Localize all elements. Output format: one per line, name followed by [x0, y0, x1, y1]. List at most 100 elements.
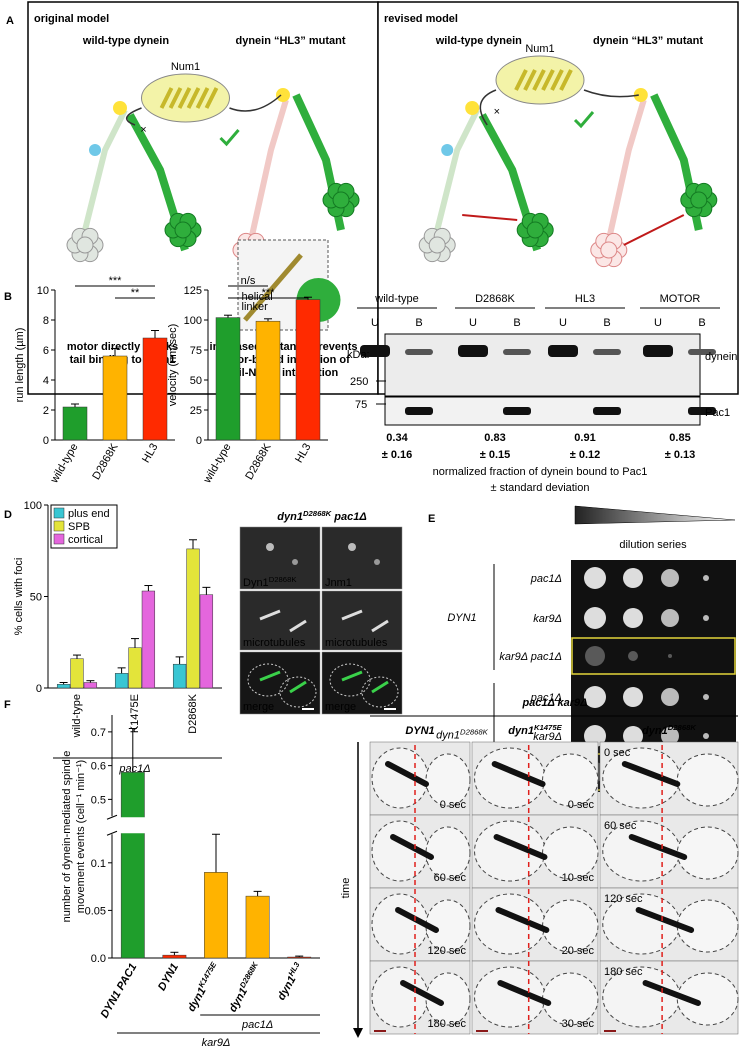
x-tick-label: D2868K	[187, 693, 199, 733]
x-tick-label: wild-type	[71, 694, 83, 738]
x-tick-label: wild-type	[201, 442, 234, 486]
strain-label: DYN1	[447, 612, 476, 624]
legend-label: cortical	[68, 534, 103, 546]
channel-label: Dyn1D2868K	[243, 575, 297, 590]
focus	[266, 543, 274, 551]
microtubule	[371, 680, 389, 694]
x-tick-label: dyn1D2868K	[225, 959, 265, 1014]
spindle	[642, 980, 701, 1006]
microtubule	[289, 619, 307, 633]
microtubule	[341, 609, 363, 621]
x-tick-label: HL3	[140, 442, 160, 465]
panel-label: A	[6, 15, 14, 27]
blocked-mark: ×	[140, 124, 146, 136]
marker-label: 75	[355, 399, 367, 411]
standard-deviation: ± 0.15	[480, 449, 511, 461]
standard-deviation: ± 0.12	[570, 449, 601, 461]
text-part: dyn1	[508, 725, 534, 737]
motor-domain	[428, 236, 446, 254]
text-part: dyn1	[227, 986, 250, 1014]
genotype-label: kar9Δ pac1Δ	[499, 651, 562, 663]
gel-upper	[384, 333, 701, 397]
num1-helix	[514, 69, 528, 91]
colony-spot	[661, 609, 679, 627]
text-part: dyn1	[642, 725, 668, 737]
lane-label: D2868K	[475, 293, 515, 305]
text-part: DYN1	[447, 612, 476, 624]
y-tick-label: 0	[196, 435, 202, 447]
num1-helix	[159, 87, 174, 109]
focus	[374, 559, 380, 565]
spindle	[635, 907, 695, 933]
interaction-arrow	[126, 107, 142, 126]
cell-outline	[542, 753, 599, 807]
time-label: 0 sec	[568, 799, 595, 811]
genotype-label: kar9Δ	[533, 613, 562, 625]
fraction-label: U	[559, 317, 567, 329]
axis-break-mark	[106, 830, 118, 836]
legend-box	[50, 504, 118, 549]
significance-label: **	[131, 287, 140, 299]
micrograph	[239, 526, 321, 590]
y-axis-label: run length (µm)	[14, 328, 26, 403]
fraction-label: B	[698, 317, 705, 329]
highlight-box	[571, 637, 736, 675]
genotype-label: pac1Δ	[530, 573, 562, 585]
channel-label: merge	[243, 701, 274, 713]
superscript: K1475E	[534, 723, 563, 732]
y-tick-label: 0	[43, 435, 49, 447]
colony-spot	[585, 646, 605, 666]
significance-label: ***	[262, 287, 276, 299]
channel-label: microtubules	[243, 637, 306, 649]
spindle	[491, 761, 546, 787]
light-chain	[441, 144, 454, 156]
y-axis-label: % cells with foci	[13, 558, 25, 636]
superscript: D2868K	[238, 959, 261, 989]
x-tick-label: D2868K	[90, 441, 121, 482]
bar	[142, 337, 168, 441]
colony-spot	[703, 575, 709, 581]
dynein-tail	[605, 99, 647, 241]
micrograph	[321, 651, 403, 715]
microtubule	[341, 670, 363, 682]
motor-domain	[690, 191, 708, 209]
cell-outline	[361, 676, 399, 708]
colony-spot	[584, 686, 606, 708]
bar	[215, 317, 241, 441]
time-label: 30 sec	[562, 1018, 595, 1030]
cell-outline	[279, 676, 317, 708]
helical-linker	[243, 253, 303, 322]
spindle	[400, 980, 444, 1006]
y-tick-label: 50	[190, 375, 202, 387]
micrograph	[321, 526, 403, 590]
bar	[128, 647, 142, 689]
num1-helix	[523, 69, 537, 91]
fraction-bound: 0.85	[669, 432, 690, 444]
bar	[70, 658, 84, 689]
legend-label: SPB	[68, 521, 90, 533]
cell-outline	[425, 972, 471, 1026]
genotype-label: pac1Δ	[530, 692, 562, 704]
time-label: 10 sec	[562, 872, 595, 884]
interaction-arrow	[583, 89, 639, 98]
channel-label: merge	[325, 701, 356, 713]
bar	[204, 872, 228, 959]
focus	[348, 543, 356, 551]
spindle	[497, 980, 552, 1006]
standard-deviation: ± 0.16	[382, 449, 413, 461]
y-tick-label: 8	[43, 315, 49, 327]
contact-arrow	[462, 214, 518, 221]
y-tick-label: 10	[37, 285, 49, 297]
time-label: 60 sec	[604, 820, 637, 832]
gel-caption: normalized fraction of dynein bound to P…	[433, 466, 648, 478]
band-unbound	[643, 345, 673, 357]
colony-spot	[703, 694, 709, 700]
group-label: pac1Δ	[118, 763, 150, 775]
colony-spot	[623, 568, 643, 588]
light-chain	[276, 88, 290, 102]
bar	[172, 663, 187, 689]
cell-outline	[425, 899, 471, 953]
band-bound	[503, 349, 531, 355]
dynein-tail	[434, 108, 480, 231]
